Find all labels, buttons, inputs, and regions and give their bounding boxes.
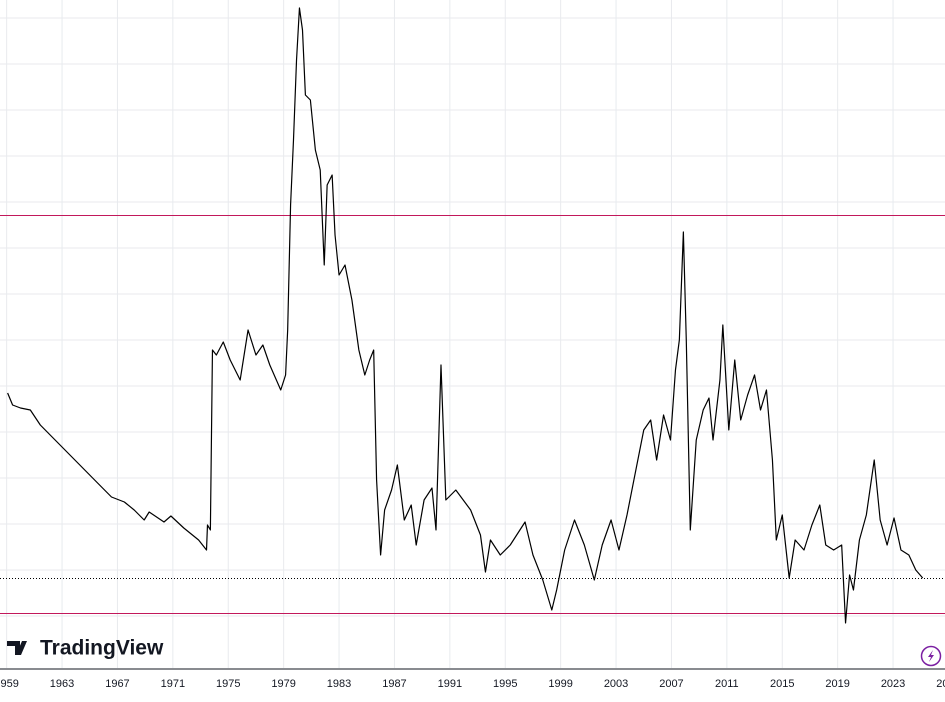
price-line-series	[7, 7, 924, 624]
x-tick-label: 2023	[881, 678, 905, 690]
x-tick-label: 1987	[382, 678, 406, 690]
x-tick-label: 2003	[604, 678, 628, 690]
marks-layer	[0, 7, 945, 624]
x-tick-label: 1959	[0, 678, 19, 690]
x-tick-label: 1979	[271, 678, 295, 690]
brand-name: TradingView	[40, 637, 164, 660]
bolt-icon[interactable]	[928, 650, 934, 662]
x-tick-label: 2011	[715, 678, 739, 690]
x-tick-label: 1995	[493, 678, 517, 690]
x-tick-label: 2015	[770, 678, 794, 690]
bolt-button[interactable]	[920, 645, 942, 667]
x-tick-label: 1991	[438, 678, 462, 690]
logo: TradingView	[7, 637, 164, 660]
x-tick-label: 1963	[50, 678, 74, 690]
x-tick-label: 2007	[659, 678, 683, 690]
x-tick-label: 1999	[548, 678, 572, 690]
x-tick-label: 2019	[825, 678, 849, 690]
x-tick-label: 1971	[161, 678, 185, 690]
x-tick-label: 1983	[327, 678, 351, 690]
grid-layer	[0, 0, 945, 668]
x-tick-label: 2027	[936, 678, 945, 690]
x-tick-label: 1967	[105, 678, 129, 690]
x-tick-label: 1975	[216, 678, 240, 690]
logo-mark	[7, 641, 27, 655]
